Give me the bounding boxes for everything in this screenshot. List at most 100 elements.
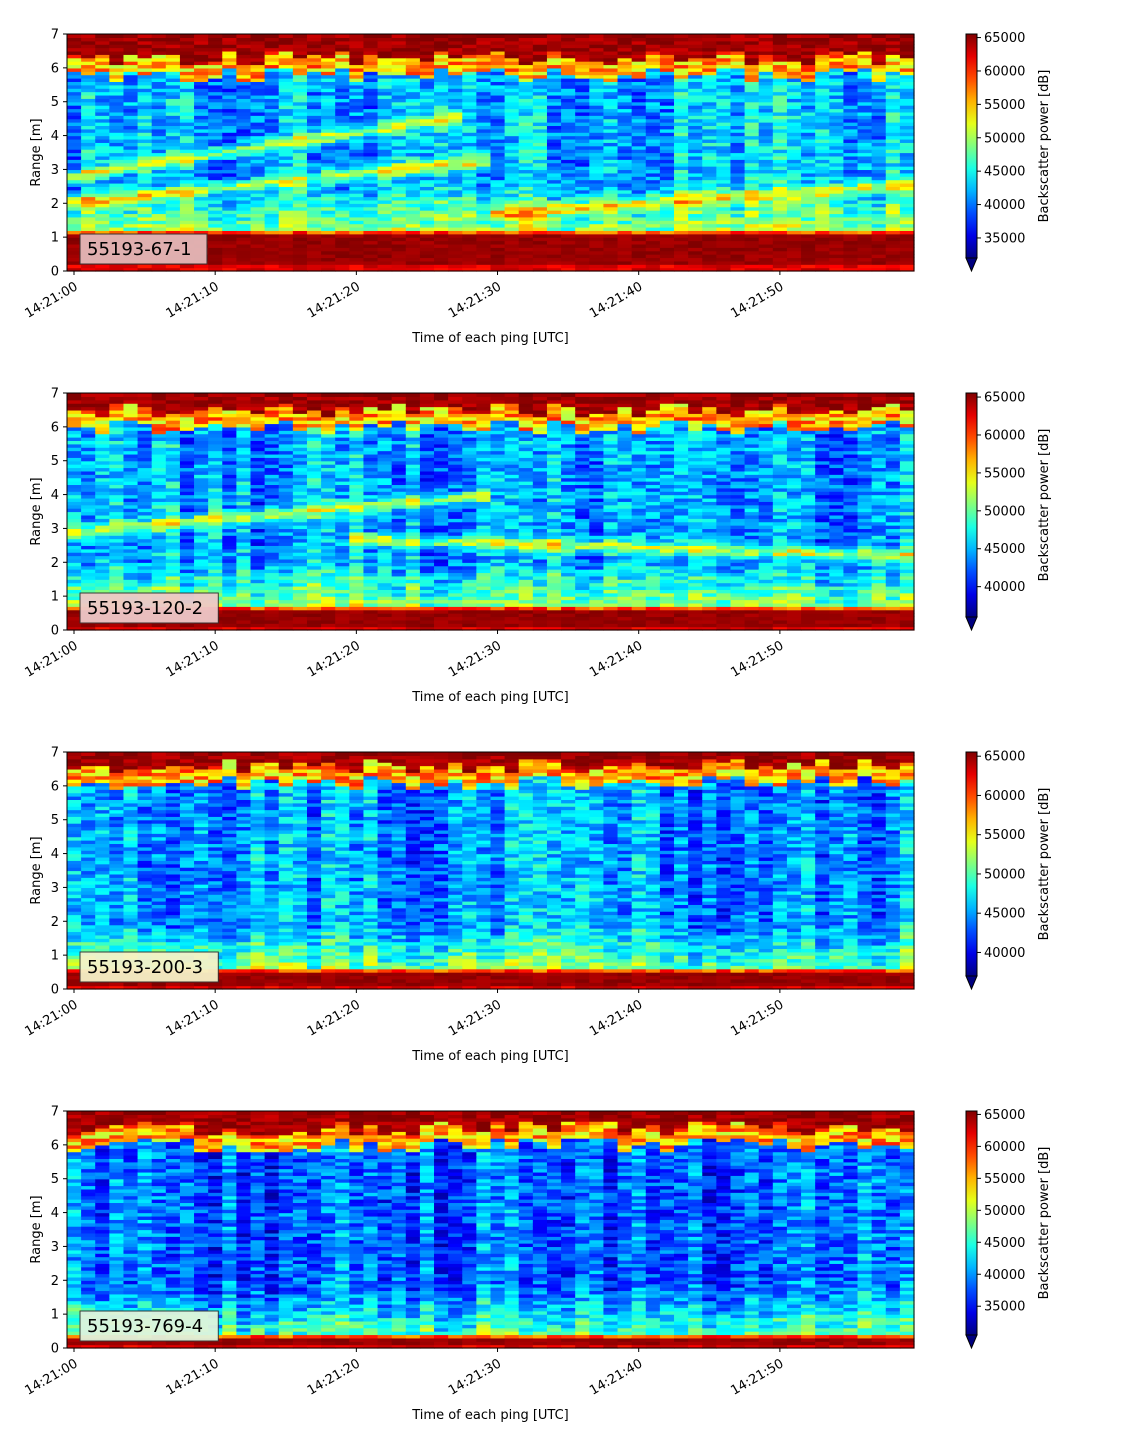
heatmap-cell <box>730 115 746 120</box>
heatmap-cell <box>603 101 619 106</box>
heatmap-cell <box>546 267 562 272</box>
heatmap-cell <box>179 433 195 438</box>
heatmap-cell <box>151 81 167 86</box>
heatmap-cell <box>532 159 548 164</box>
heatmap-cell <box>603 111 619 116</box>
heatmap-cell <box>137 193 153 198</box>
heatmap-cell <box>109 54 125 59</box>
heatmap-cell <box>137 518 153 523</box>
heatmap-cell <box>490 159 506 164</box>
heatmap-cell <box>208 172 223 177</box>
heatmap-cell <box>801 67 816 72</box>
heatmap-cell <box>631 166 647 171</box>
heatmap-cell <box>165 484 181 489</box>
heatmap-cell <box>659 149 675 154</box>
heatmap-cell <box>434 98 449 103</box>
heatmap-cell <box>292 71 308 76</box>
heatmap-cell <box>546 67 562 72</box>
heatmap-cell <box>123 552 139 557</box>
heatmap-cell <box>405 260 421 265</box>
heatmap-cell <box>321 169 336 174</box>
heatmap-cell <box>815 267 830 272</box>
heatmap-cell <box>871 67 887 72</box>
heatmap-cell <box>81 457 96 462</box>
heatmap-cell <box>589 149 605 154</box>
heatmap-cell <box>306 267 322 272</box>
heatmap-cell <box>109 203 125 208</box>
heatmap-cell <box>250 98 266 103</box>
heatmap-cell <box>575 172 590 177</box>
heatmap-cell <box>151 196 167 201</box>
heatmap-cell <box>179 50 195 55</box>
heatmap-cell <box>208 233 223 238</box>
heatmap-cell <box>67 538 82 543</box>
heatmap-cell <box>518 142 534 147</box>
heatmap-cell <box>702 132 717 137</box>
heatmap-cell <box>208 260 223 265</box>
heatmap-cell <box>702 169 717 174</box>
heatmap-cell <box>518 172 534 177</box>
heatmap-cell <box>321 67 336 72</box>
heatmap-cell <box>123 47 139 52</box>
heatmap-cell <box>801 40 816 45</box>
heatmap-cell <box>151 78 167 82</box>
heatmap-cell <box>744 78 760 82</box>
heatmap-cell <box>151 37 167 42</box>
heatmap-cell <box>194 40 209 45</box>
heatmap-cell <box>702 196 717 201</box>
heatmap-cell <box>448 196 463 201</box>
heatmap-cell <box>744 243 760 248</box>
heatmap-cell <box>434 94 449 99</box>
heatmap-cell <box>321 179 336 184</box>
heatmap-cell <box>786 230 802 235</box>
heatmap-cell <box>151 152 167 157</box>
heatmap-cell <box>434 37 449 42</box>
heatmap-cell <box>829 44 845 49</box>
heatmap-cell <box>843 169 859 174</box>
heatmap-cell <box>815 91 830 96</box>
heatmap-cell <box>871 193 887 198</box>
heatmap-cell <box>165 423 181 428</box>
heatmap-cell <box>109 115 125 120</box>
heatmap-cell <box>857 118 873 123</box>
heatmap-cell <box>448 152 463 157</box>
heatmap-cell <box>179 484 195 489</box>
heatmap-cell <box>208 47 223 52</box>
heatmap-cell <box>81 166 96 171</box>
heatmap-cell <box>405 176 421 181</box>
heatmap-cell <box>490 155 506 160</box>
heatmap-cell <box>871 118 887 123</box>
heatmap-cell <box>702 108 717 113</box>
heatmap-cell <box>194 206 209 211</box>
heatmap-cell <box>321 34 336 38</box>
heatmap-cell <box>462 267 477 272</box>
heatmap-cell <box>561 250 576 255</box>
heatmap-cell <box>688 54 703 59</box>
heatmap-cell <box>617 74 633 79</box>
heatmap-cell <box>434 216 449 221</box>
heatmap-cell <box>208 491 223 496</box>
heatmap-cell <box>292 203 308 208</box>
colorbar-tick-label: 50000 <box>984 131 1025 146</box>
heatmap-cell <box>674 257 689 262</box>
heatmap-cell <box>744 186 760 191</box>
heatmap-cell <box>504 149 520 154</box>
heatmap-cell <box>67 186 82 191</box>
heatmap-cell <box>561 247 576 252</box>
heatmap-cell <box>518 54 534 59</box>
heatmap-cell <box>123 420 139 425</box>
heatmap-cell <box>617 71 633 76</box>
heatmap-cell <box>815 81 830 86</box>
heatmap-cell <box>504 254 520 259</box>
heatmap-cell <box>363 203 379 208</box>
heatmap-cell <box>194 145 209 150</box>
heatmap-cell <box>702 186 717 191</box>
heatmap-cell <box>391 243 407 248</box>
heatmap-cell <box>165 149 181 154</box>
heatmap-cell <box>208 565 223 570</box>
heatmap-cell <box>758 78 774 82</box>
heatmap-cell <box>772 78 788 82</box>
heatmap-cell <box>67 555 82 560</box>
heatmap-cell <box>81 179 96 184</box>
heatmap-cell <box>306 71 322 76</box>
